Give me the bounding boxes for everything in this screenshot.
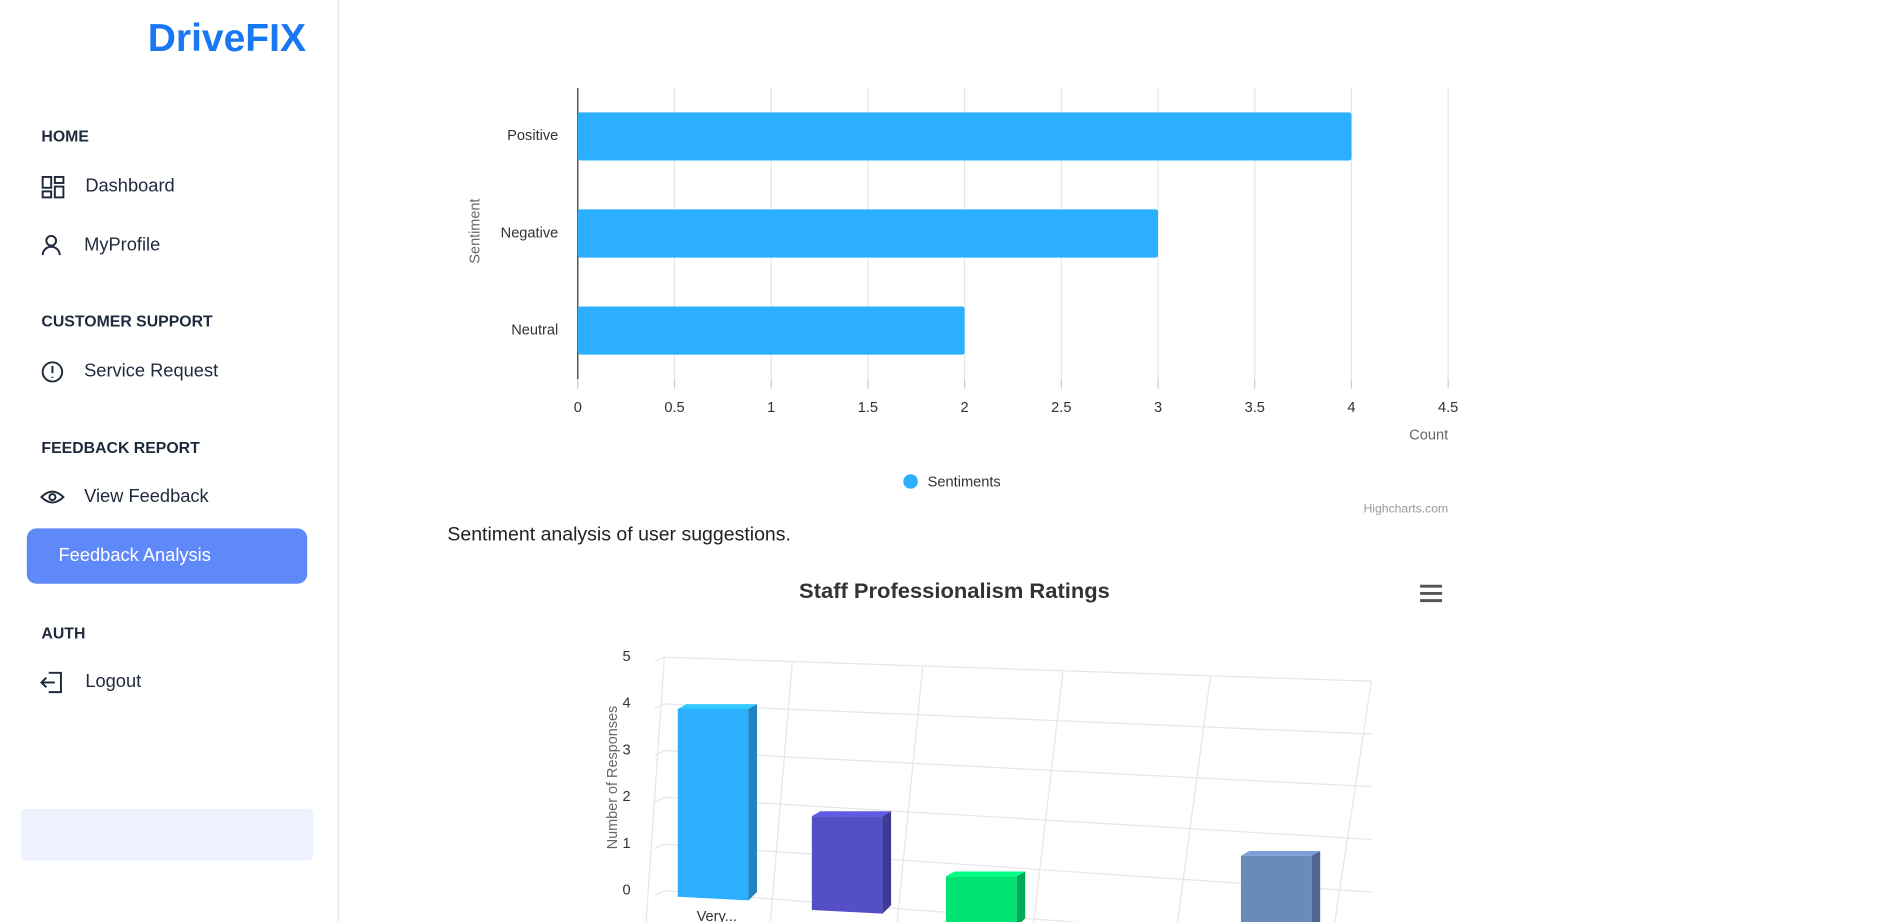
nav-heading: AUTH	[41, 626, 85, 643]
column-top	[811, 811, 892, 817]
caption: Sentiment analysis of user suggestions.	[447, 524, 791, 546]
credit: Highcharts.com	[1364, 501, 1449, 515]
y-tick-label: 1	[622, 836, 630, 852]
column-top	[945, 871, 1026, 877]
x-tick-label: 2.5	[1051, 400, 1071, 416]
x-tick-label: 2	[961, 400, 969, 416]
dashboard-icon	[41, 175, 65, 199]
y-tick-label: Positive	[507, 128, 558, 144]
y-axis-label: Number of Responses	[605, 706, 621, 850]
column-front	[945, 876, 1017, 922]
grid-line	[769, 661, 793, 922]
nav-item[interactable]: Logout	[85, 671, 141, 691]
nav-item[interactable]: MyProfile	[84, 234, 160, 254]
column-front	[1240, 855, 1312, 922]
column-side	[882, 811, 892, 914]
x-tick-label: 4	[1347, 400, 1355, 416]
grid-line	[1176, 676, 1212, 922]
alert-icon	[41, 361, 64, 383]
bar	[577, 209, 1159, 258]
tick-mark	[654, 890, 665, 897]
x-tick-label: 0	[574, 400, 582, 416]
tick-mark	[654, 750, 665, 756]
y-tick-label: Neutral	[511, 322, 558, 338]
sidebar	[0, 0, 338, 922]
y-tick-label: Negative	[501, 225, 559, 241]
x-tick-label: 1.5	[858, 400, 878, 416]
grid-line	[896, 666, 924, 922]
chart-title: Staff Professionalism Ratings	[799, 578, 1110, 603]
column-front	[677, 708, 749, 901]
x-tick-label: 0.5	[664, 400, 684, 416]
logo[interactable]: DriveFIX	[148, 17, 306, 60]
column-side	[1311, 850, 1321, 922]
grid-line	[664, 796, 1372, 841]
grid-line	[664, 656, 1372, 682]
x-tick-label: 3	[1154, 400, 1162, 416]
nav-item[interactable]: Dashboard	[85, 175, 174, 195]
nav-heading: HOME	[41, 128, 89, 145]
x-tick-label: 4.5	[1438, 400, 1458, 416]
nav-item-active[interactable]: Feedback Analysis	[59, 545, 211, 565]
eye-icon	[40, 490, 65, 504]
column	[811, 811, 892, 914]
tick-mark	[654, 656, 665, 663]
x-tick-label: 3.5	[1245, 400, 1265, 416]
y-tick-label: 5	[622, 649, 630, 665]
y-tick-label: 4	[622, 696, 630, 712]
logout-icon	[40, 671, 62, 694]
y-tick-label: 3	[622, 742, 630, 758]
grid-line	[645, 657, 665, 922]
active-nav[interactable]	[26, 528, 308, 584]
y-tick-label: 2	[622, 789, 630, 805]
column-side	[1016, 871, 1026, 922]
grid-line	[664, 703, 1372, 735]
bar	[577, 112, 1352, 161]
column	[1240, 850, 1321, 922]
column-side	[748, 704, 757, 901]
tick-mark	[654, 796, 665, 803]
legend-symbol	[903, 474, 918, 489]
nav-heading: CUSTOMER SUPPORT	[41, 314, 213, 331]
grid-line	[1334, 681, 1372, 922]
y-axis-label: Sentiment	[467, 199, 483, 264]
sidebar-footer	[20, 808, 314, 861]
nav-heading: FEEDBACK REPORT	[41, 440, 200, 457]
legend-label: Sentiments	[928, 475, 1001, 491]
column-top	[1240, 850, 1321, 856]
grid-line	[664, 749, 1372, 788]
column	[677, 704, 757, 901]
profile-icon	[41, 234, 61, 256]
tick-mark	[654, 703, 665, 710]
bar	[577, 306, 965, 355]
column	[945, 871, 1026, 922]
y-tick-label: 0	[622, 883, 630, 899]
menu-icon[interactable]	[1420, 584, 1443, 603]
column-front	[811, 816, 883, 914]
nav-item[interactable]: Service Request	[84, 361, 218, 381]
x-tick-label: 1	[767, 400, 775, 416]
x-tick-label: Very...	[697, 909, 737, 922]
nav-item[interactable]: View Feedback	[84, 486, 210, 506]
grid-line	[1033, 671, 1064, 922]
tick-mark	[654, 843, 665, 850]
x-axis-label: Count	[1409, 428, 1448, 444]
column-top	[677, 704, 757, 709]
